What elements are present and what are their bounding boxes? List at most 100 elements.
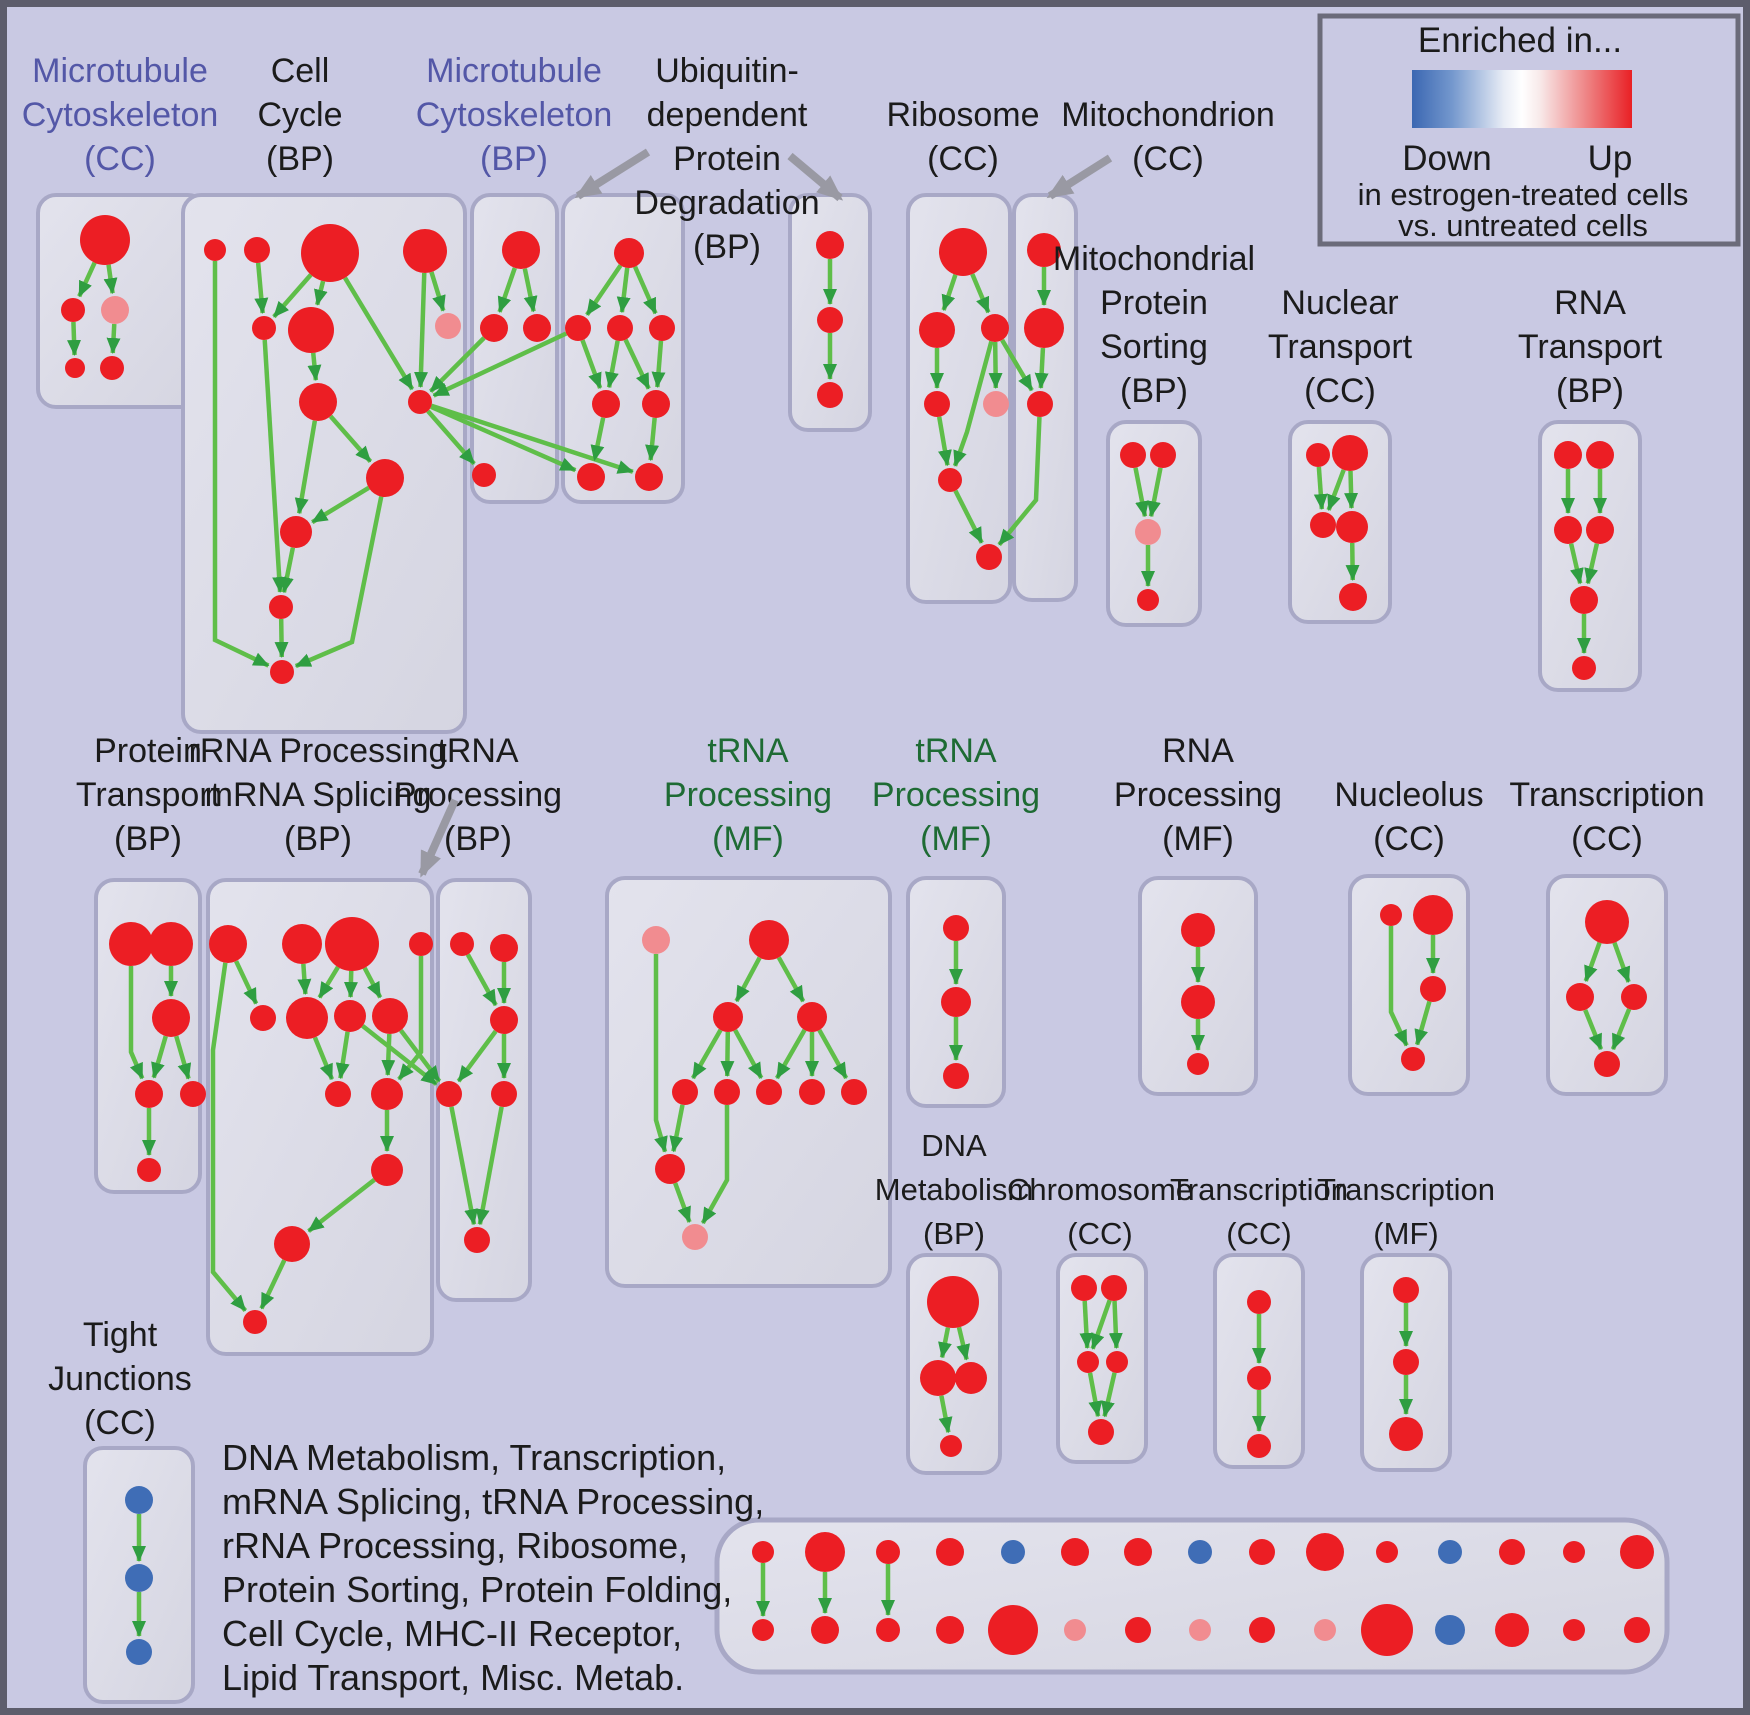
group-label-rrna-mrna-line1: mRNA Splicing xyxy=(205,776,432,814)
edge-N2-N4 xyxy=(1344,470,1359,510)
go-term-node-W5 xyxy=(491,1081,517,1107)
group-label-mt-cc-line2: (CC) xyxy=(84,140,156,178)
group-label-transcription-cc-3-line0: Transcription xyxy=(1170,1172,1348,1207)
edge-C1-C3 xyxy=(1612,941,1631,983)
group-label-trna-mf-large-line2: (MF) xyxy=(712,820,784,858)
group-label-ubiquitin-line1: dependent xyxy=(647,96,808,134)
bottom-node-bottom-col1 xyxy=(752,1619,774,1641)
go-term-node-B8 xyxy=(299,383,337,421)
group-label-mt-cc-line1: Cytoskeleton xyxy=(22,96,219,134)
bottom-node-bottom-col8 xyxy=(1189,1619,1211,1641)
edge-U1-U5 xyxy=(616,267,631,314)
edge-B9-B11 xyxy=(426,409,476,466)
bottom-node-bottom-col6 xyxy=(1064,1619,1086,1641)
edge-O3-O4 xyxy=(1414,1000,1432,1046)
edge-B1-B14 xyxy=(212,261,270,668)
go-term-node-Q7 xyxy=(334,1000,366,1032)
go-term-node-B5 xyxy=(252,316,276,340)
edge-R3-M3 xyxy=(1000,338,1034,392)
group-label-ubiquitin-line4: (BP) xyxy=(693,228,761,266)
misc-categories-text-line3: Protein Sorting, Protein Folding, xyxy=(222,1569,732,1610)
group-label-cell-cycle-line0: Cell xyxy=(271,52,330,90)
edge-N2-N3 xyxy=(1326,469,1346,511)
bottom-node-bottom-col10 xyxy=(1314,1619,1336,1641)
group-label-rna-processing-mf-line2: (MF) xyxy=(1162,820,1234,858)
group-label-trna-mf-small-line0: tRNA xyxy=(915,732,997,770)
legend-up-label: Up xyxy=(1588,139,1633,178)
go-term-node-Y3 xyxy=(943,1063,969,1089)
go-term-node-B6 xyxy=(288,307,334,353)
edge-U4-B9 xyxy=(432,331,568,398)
go-term-node-P2 xyxy=(149,922,193,966)
go-term-node-M1 xyxy=(1027,233,1061,267)
edge-Q4-Q10 xyxy=(397,956,424,1081)
go-term-node-W4 xyxy=(490,1006,518,1034)
edge-R3-R6 xyxy=(952,340,994,467)
group-label-cell-cycle-line1: Cycle xyxy=(257,96,342,134)
go-term-node-V2 xyxy=(817,307,843,333)
go-term-node-P4 xyxy=(135,1080,163,1108)
group-label-tight-junctions-line1: Junctions xyxy=(48,1360,192,1398)
bottom-node-bottom-col11 xyxy=(1361,1604,1413,1656)
edge-B2-B5 xyxy=(254,262,269,315)
group-label-rna-transport-line0: RNA xyxy=(1554,284,1626,322)
edge-Q8-W3 xyxy=(399,1028,442,1083)
go-term-node-B3 xyxy=(301,224,359,282)
go-term-node-X2 xyxy=(749,920,789,960)
edge-X3-X5 xyxy=(691,1028,723,1080)
edge-D1-D3 xyxy=(956,1326,970,1361)
go-term-node-X1 xyxy=(642,926,670,954)
go-term-node-D4 xyxy=(940,1435,962,1457)
go-term-node-W1 xyxy=(450,932,474,956)
edge-A1-A2 xyxy=(77,261,97,298)
go-term-node-O4 xyxy=(1401,1047,1425,1071)
edge-X2-X3 xyxy=(734,956,762,1003)
go-term-node-X9 xyxy=(841,1079,867,1105)
edge-P1-P4 xyxy=(128,966,145,1080)
go-term-node-B14 xyxy=(270,660,294,684)
edge-X4-X9 xyxy=(817,1028,849,1080)
bottom-node-top-col10 xyxy=(1306,1533,1344,1571)
go-term-node-W2 xyxy=(490,934,518,962)
group-label-ubiquitin-line3: Degradation xyxy=(634,184,819,222)
edge-Q6-Q9 xyxy=(312,1036,335,1081)
go-term-node-R4 xyxy=(924,391,950,417)
go-term-node-T1 xyxy=(1554,441,1582,469)
group-label-nuclear-transport-line0: Nuclear xyxy=(1281,284,1398,322)
go-term-node-S3 xyxy=(1135,519,1161,545)
edge-X10-X11 xyxy=(673,1182,692,1223)
group-label-trna-mf-large-line1: Processing xyxy=(664,776,832,814)
go-term-node-X4 xyxy=(797,1002,827,1032)
group-box-rrna-mrna xyxy=(206,878,434,1356)
go-term-node-Q12 xyxy=(274,1226,310,1262)
group-label-mt-bp-line2: (BP) xyxy=(480,140,548,178)
go-term-node-Y2 xyxy=(941,987,971,1017)
edge-MT2-B9 xyxy=(429,336,486,393)
go-term-node-D3 xyxy=(955,1362,987,1394)
edge-Q3-Q6 xyxy=(317,965,340,999)
edge-S1-S3 xyxy=(1133,467,1149,518)
edge-M2-M3 xyxy=(1034,347,1049,390)
group-box-transcription-cc-2 xyxy=(1546,874,1668,1096)
go-term-node-A4 xyxy=(65,358,85,378)
group-label-dna-metabolism-line0: DNA xyxy=(921,1128,987,1163)
go-term-node-U10 xyxy=(635,463,663,491)
bottom-node-top-col11 xyxy=(1376,1541,1398,1563)
go-term-node-N5 xyxy=(1339,583,1367,611)
go-term-node-O1 xyxy=(1380,904,1402,926)
group-label-tight-junctions-line2: (CC) xyxy=(84,1404,156,1442)
edge-C1-C2 xyxy=(1583,941,1602,982)
go-term-node-Q2 xyxy=(282,924,322,964)
group-label-mt-bp-line0: Microtubule xyxy=(426,52,602,90)
misc-categories-text-line5: Lipid Transport, Misc. Metab. xyxy=(222,1657,684,1698)
bottom-node-bottom-col5 xyxy=(988,1605,1038,1655)
go-term-node-T2 xyxy=(1586,441,1614,469)
go-term-node-X11 xyxy=(682,1224,708,1250)
misc-categories-text-line0: DNA Metabolism, Transcription, xyxy=(222,1437,726,1478)
edge-U5-U8 xyxy=(623,338,651,390)
group-label-mitochondrion-line1: (CC) xyxy=(1132,140,1204,178)
edge-U1-U4 xyxy=(585,264,623,317)
group-label-transcription-cc-2-line1: (CC) xyxy=(1571,820,1643,858)
go-term-node-A2 xyxy=(61,298,85,322)
